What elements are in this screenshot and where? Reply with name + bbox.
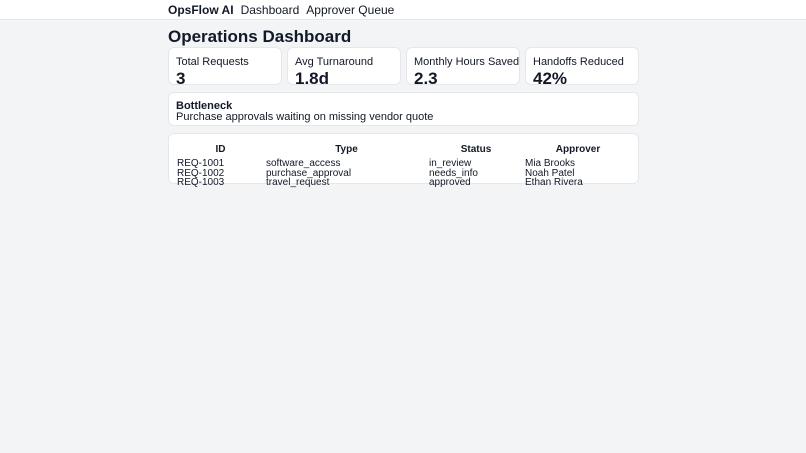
stat-label: Monthly Hours Saved xyxy=(414,56,520,68)
requests-table-card: ID Type Status Approver REQ-1001 softwar… xyxy=(168,133,639,187)
stat-card-handoffs-reduced: Handoffs Reduced 42% xyxy=(525,47,639,88)
stat-card-total-requests: Total Requests 3 xyxy=(168,47,282,88)
stat-value: 2.3 xyxy=(414,69,438,88)
cell-id: REQ-1002 xyxy=(177,167,225,179)
column-header-type[interactable]: Type xyxy=(335,143,358,155)
table-header-row: ID Type Status Approver xyxy=(176,142,632,156)
stat-value: 3 xyxy=(176,69,186,88)
cell-approver: Ethan Rivera xyxy=(525,177,583,188)
column-header-status[interactable]: Status xyxy=(460,143,492,155)
cell-status: needs_info xyxy=(429,167,478,179)
table-row[interactable]: REQ-1003 travel_request approved Ethan R… xyxy=(176,178,632,188)
nav-inner: OpsFlow AI Dashboard Approver Queue xyxy=(168,0,401,20)
bottleneck-title: Bottleneck xyxy=(176,100,233,112)
column-header-id[interactable]: ID xyxy=(215,143,226,155)
cell-type: software_access xyxy=(266,158,341,169)
stat-card-avg-turnaround: Avg Turnaround 1.8d xyxy=(287,47,401,88)
cell-id: REQ-1003 xyxy=(177,177,225,188)
nav-link-approver-queue[interactable]: Approver Queue xyxy=(306,3,395,17)
stat-value: 1.8d xyxy=(295,69,330,88)
cell-status: in_review xyxy=(429,158,472,169)
stat-label: Handoffs Reduced xyxy=(533,56,624,68)
stat-label: Avg Turnaround xyxy=(295,56,374,68)
cell-approver: Mia Brooks xyxy=(525,158,576,169)
cell-id: REQ-1001 xyxy=(177,158,225,169)
table-row[interactable]: REQ-1001 software_access in_review Mia B… xyxy=(176,156,632,169)
brand-logo-text[interactable]: OpsFlow AI xyxy=(168,3,234,17)
bottleneck-card: Bottleneck Purchase approvals waiting on… xyxy=(168,92,639,126)
stat-value: 42% xyxy=(533,69,568,88)
cell-type: travel_request xyxy=(266,177,330,188)
cell-type: purchase_approval xyxy=(266,167,352,179)
top-nav-bar: OpsFlow AI Dashboard Approver Queue xyxy=(0,0,806,20)
stat-card-monthly-hours-saved: Monthly Hours Saved 2.3 xyxy=(406,47,520,88)
page-title: Operations Dashboard xyxy=(168,27,352,46)
cell-status: approved xyxy=(429,177,471,188)
nav-link-dashboard[interactable]: Dashboard xyxy=(240,3,300,17)
column-header-approver[interactable]: Approver xyxy=(555,143,601,155)
requests-table: ID Type Status Approver REQ-1001 softwar… xyxy=(176,142,632,188)
stat-label: Total Requests xyxy=(176,56,249,68)
table-row[interactable]: REQ-1002 purchase_approval needs_info No… xyxy=(176,167,632,179)
bottleneck-text: Purchase approvals waiting on missing ve… xyxy=(176,111,434,123)
cell-approver: Noah Patel xyxy=(525,167,575,179)
